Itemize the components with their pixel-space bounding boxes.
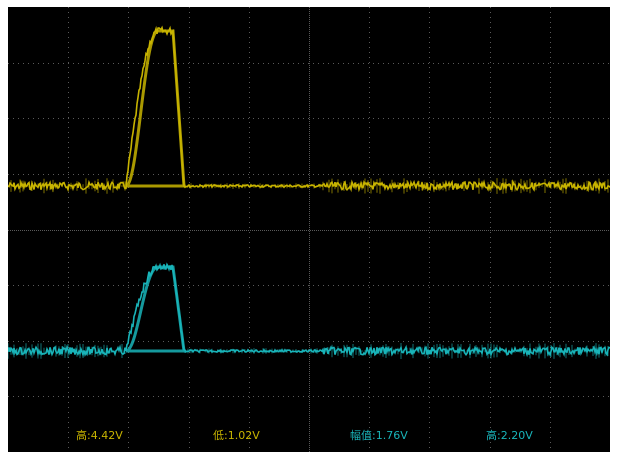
channel-1-pulse xyxy=(126,31,184,186)
channel-2-pulse xyxy=(126,267,184,351)
measurement-ch1-low: 低:1.02V xyxy=(213,427,260,443)
channel-1-trace xyxy=(8,28,610,194)
measurement-ch2-high: 高:2.20V xyxy=(486,427,533,443)
waveform-display: 高:4.42V 低:1.02V 幅值:1.76V 高:2.20V xyxy=(8,7,610,452)
measurement-ch2-amplitude: 幅值:1.76V xyxy=(350,427,408,443)
waveform-canvas xyxy=(8,7,610,452)
graticule xyxy=(8,7,610,452)
measurement-ch1-high: 高:4.42V xyxy=(76,427,123,443)
